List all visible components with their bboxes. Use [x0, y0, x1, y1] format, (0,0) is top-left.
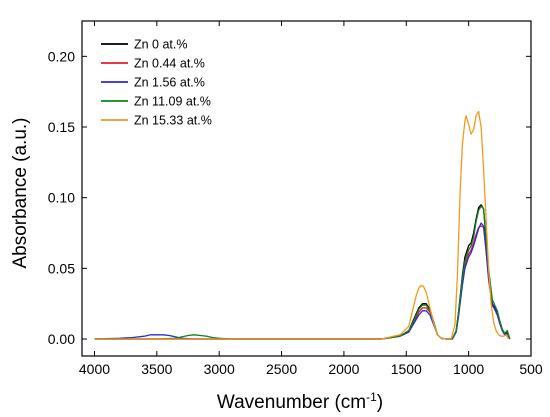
x-tick-label-2: 3000 — [204, 361, 235, 377]
y-tick-label-1: 0.05 — [48, 260, 75, 276]
x-tick-label-1: 3500 — [141, 361, 172, 377]
legend: Zn 0 at.% Zn 0.44 at.% Zn 1.56 at.% Zn 11.0… — [101, 38, 212, 128]
legend-label-3: Zn 11.09 at.% — [134, 95, 211, 109]
series-line-3 — [94, 205, 511, 340]
x-tick-label-6: 1000 — [453, 361, 484, 377]
series-group — [94, 110, 511, 340]
plot-frame — [81, 20, 532, 357]
plot-frame-group — [81, 20, 532, 357]
x-tick-label-7: 500 — [519, 361, 543, 377]
series-line-4 — [94, 110, 510, 340]
legend-label-4: Zn 15.33 at.% — [134, 114, 212, 128]
y-tick-label-0: 0.00 — [48, 331, 75, 347]
legend-label-2: Zn 1.56 at.% — [134, 76, 205, 90]
x-tick-label-3: 2500 — [266, 361, 297, 377]
y-tick-label-4: 0.20 — [48, 48, 75, 64]
x-axis-title: Wavenumber (cm-1) — [217, 390, 383, 413]
series-line-0 — [94, 204, 511, 340]
x-axis-title-close: ) — [377, 392, 383, 413]
x-axis-title-superscript: -1 — [366, 390, 377, 404]
y-tick-label-2: 0.10 — [48, 190, 75, 206]
legend-label-0: Zn 0 at.% — [134, 38, 188, 52]
series-line-2 — [94, 222, 511, 340]
x-tick-label-0: 4000 — [79, 361, 110, 377]
x-tick-label-4: 2000 — [328, 361, 359, 377]
x-tick-label-5: 1500 — [391, 361, 422, 377]
y-tick-label-3: 0.15 — [48, 119, 75, 135]
x-axis-title-main: Wavenumber (cm — [217, 392, 366, 413]
y-axis-title: Absorbance (a.u.) — [10, 117, 31, 268]
series-line-1 — [94, 225, 511, 340]
ticks-group: 4000 3500 3000 2500 2000 1500 1000 500 0.00 0.05 0… — [48, 21, 543, 377]
legend-label-1: Zn 0.44 at.% — [134, 57, 205, 71]
